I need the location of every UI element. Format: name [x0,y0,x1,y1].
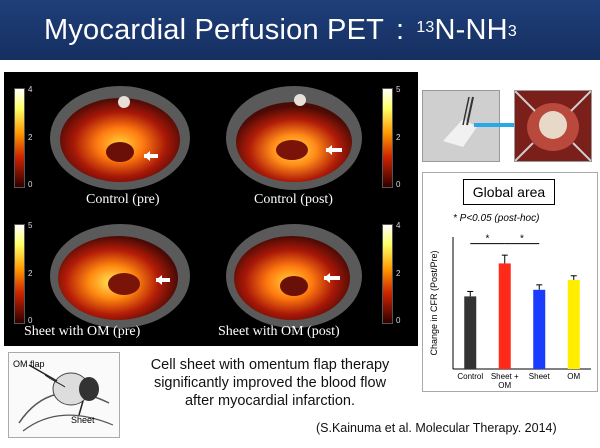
scan-label-control-pre: Control (pre) [86,192,160,207]
chart-title: Global area [463,179,555,205]
colorbar-mid: 2 [28,133,33,142]
bar-om [567,279,580,369]
pet-scan-sheet-post [214,214,374,334]
colorbar-min: 0 [396,180,401,189]
colorbar-max: 4 [28,85,33,94]
diagram-label-flap: OM flap [13,359,45,369]
pet-image-panel: 4 2 0 5 2 0 5 2 0 4 2 0 [4,72,418,346]
colorbar-mid: 2 [28,269,33,278]
colorbar-max: 5 [28,221,33,230]
slide-title: Myocardial Perfusion PET : 13 N-NH 3 [0,0,600,60]
significance-star: * [486,234,490,245]
colorbar-max: 5 [396,85,401,94]
bar-control [464,296,477,369]
citation: (S.Kainuma et al. Molecular Therapy. 201… [316,421,557,435]
pet-scan-control-pre [40,76,200,196]
colorbar-mid: 2 [396,133,401,142]
cell-sheet-photo [422,90,500,162]
scan-label-sheet-post: Sheet with OM (post) [218,324,340,339]
colorbar-min: 0 [28,180,33,189]
caption-line: significantly improved the blood flow [153,375,387,391]
significance-note: * P<0.05 (post-hoc) [453,213,540,224]
pet-scan-sheet-pre [40,214,200,334]
colorbar-sheet-post: 4 2 0 [382,221,400,325]
bar-sheet [533,289,546,369]
chart-plot: Change in CFR (Post/Pre)Control Sheet +OM… [429,234,591,390]
surgery-diagram: OM flap Sheet [8,352,120,438]
finding-caption: Cell sheet with omentum flap therapy sig… [124,356,416,410]
y-axis-label: Change in CFR (Post/Pre) [429,250,439,355]
x-tick-label: OM [498,381,511,390]
pet-scan-control-post [214,76,374,196]
colorbar-sheet-pre: 5 2 0 [14,221,32,325]
caption-line: after myocardial infarction. [184,393,356,409]
colorbar-min: 0 [396,316,401,325]
surgical-photo [514,90,592,162]
x-tick-label: Sheet + [491,372,519,381]
colorbar-mid: 2 [396,269,401,278]
diagram-label-sheet: Sheet [71,415,95,425]
colorbar-control-post: 5 2 0 [382,85,400,189]
title-separator: : [396,13,405,46]
title-compound: N-NH [434,13,508,46]
title-subscript: 3 [507,23,517,40]
colorbar-min: 0 [28,316,33,325]
title-text: Myocardial Perfusion PET [44,13,385,46]
scan-label-sheet-pre: Sheet with OM (pre) [24,324,141,339]
cfr-bar-chart: Global area * P<0.05 (post-hoc) Change i… [422,172,598,392]
x-tick-label: Control [457,372,483,381]
scan-label-control-post: Control (post) [254,192,333,207]
caption-line: Cell sheet with omentum flap therapy [150,357,390,373]
x-tick-label: Sheet [529,372,551,381]
x-tick-label: OM [567,372,580,381]
significance-star: * [520,234,524,245]
colorbar-control-pre: 4 2 0 [14,85,32,189]
title-isotope-mass: 13 [416,19,435,36]
colorbar-max: 4 [396,221,401,230]
bar-sheet-om [498,263,511,369]
